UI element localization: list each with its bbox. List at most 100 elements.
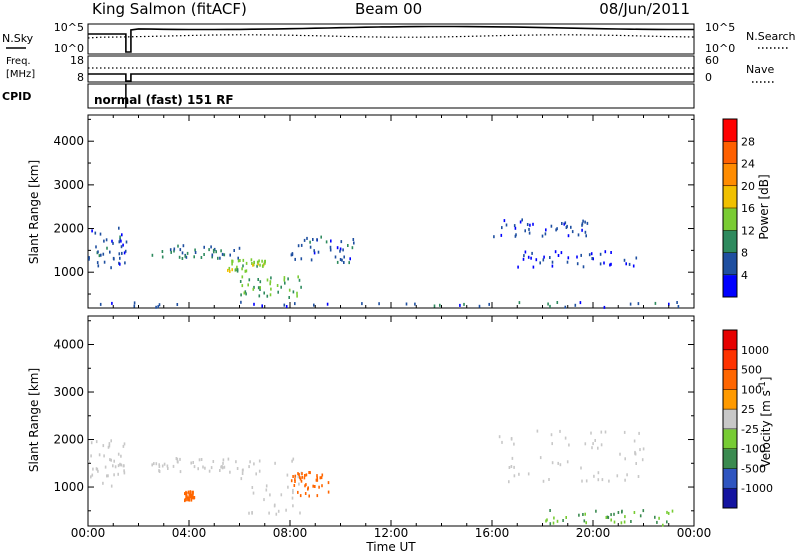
heatmap-cell — [253, 285, 255, 289]
heatmap-cell — [293, 484, 296, 487]
colorbar-swatch — [723, 230, 737, 253]
heatmap-cell — [236, 265, 238, 269]
heatmap-cell — [581, 222, 584, 226]
heatmap-cell — [104, 465, 107, 469]
heatmap-cell — [613, 512, 615, 516]
heatmap-cell — [123, 464, 125, 468]
heatmap-cell — [619, 452, 621, 456]
heatmap-cell — [298, 278, 301, 282]
heatmap-cell — [545, 519, 547, 523]
heatmap-cell — [263, 498, 265, 502]
heatmap-cell — [613, 520, 616, 524]
heatmap-cell — [238, 246, 241, 250]
heatmap-cell — [552, 521, 555, 525]
heatmap-cell — [514, 226, 517, 230]
heatmap-cell — [501, 440, 503, 444]
beam-title: Beam 00 — [355, 0, 422, 18]
colorbar-swatch — [723, 488, 737, 509]
heatmap-cell — [628, 262, 631, 266]
heatmap-cell — [593, 474, 595, 478]
heatmap-cell — [330, 239, 332, 243]
heatmap-cell — [178, 255, 181, 259]
heatmap-cell — [294, 302, 296, 306]
heatmap-cell — [229, 253, 231, 257]
heatmap-cell — [192, 461, 194, 464]
heatmap-cell — [342, 248, 344, 252]
heatmap-cell — [319, 476, 322, 480]
heatmap-cell — [133, 301, 136, 305]
heatmap-cell — [123, 251, 126, 255]
heatmap-cell — [503, 219, 506, 223]
heatmap-cell — [339, 249, 341, 253]
heatmap-cell — [610, 262, 612, 266]
heatmap-cell — [654, 515, 656, 519]
nsky-label: N.Sky — [2, 32, 34, 45]
heatmap-cell — [259, 286, 261, 290]
heatmap-cell — [528, 231, 531, 235]
heatmap-cell — [177, 244, 179, 248]
heatmap-cell — [170, 250, 172, 254]
velocity-cbar-label: Velocity [m s-1] — [758, 377, 773, 468]
y-tick-label: 2000 — [53, 433, 84, 447]
nsearch-curve — [87, 34, 695, 39]
heatmap-cell — [117, 452, 120, 456]
heatmap-cell — [292, 457, 295, 461]
heatmap-cell — [264, 259, 266, 263]
heatmap-cell — [304, 484, 306, 488]
heatmap-cell — [318, 485, 320, 489]
heatmap-cell — [190, 494, 192, 498]
heatmap-cell — [510, 437, 513, 441]
heatmap-cell — [597, 446, 599, 450]
heatmap-cell — [191, 490, 194, 494]
heatmap-cell — [151, 253, 154, 257]
heatmap-cell — [414, 302, 416, 306]
heatmap-cell — [257, 262, 259, 266]
heatmap-cell — [155, 305, 157, 309]
heatmap-cell — [161, 464, 164, 468]
heatmap-cell — [106, 246, 108, 250]
heatmap-cell — [294, 478, 296, 482]
heatmap-cell — [280, 285, 282, 289]
heatmap-cell — [303, 476, 306, 480]
heatmap-cell — [109, 250, 111, 254]
heatmap-cell — [551, 260, 554, 264]
heatmap-cell — [529, 223, 531, 227]
heatmap-cell — [513, 224, 516, 228]
heatmap-cell — [624, 478, 626, 482]
heatmap-cell — [312, 484, 314, 488]
heatmap-cell — [539, 456, 542, 460]
heatmap-cell — [315, 478, 318, 482]
heatmap-cell — [294, 480, 296, 483]
date-title: 08/Jun/2011 — [599, 0, 690, 18]
heatmap-cell — [187, 490, 190, 494]
heatmap-cell — [378, 302, 380, 306]
heatmap-cell — [531, 251, 533, 255]
heatmap-cell — [562, 519, 564, 522]
heatmap-cell — [210, 466, 213, 470]
heatmap-cell — [233, 249, 235, 252]
heatmap-cell — [513, 442, 515, 446]
heatmap-cell — [256, 260, 259, 264]
heatmap-cell — [98, 453, 101, 457]
heatmap-cell — [269, 280, 272, 284]
heatmap-cell — [247, 283, 249, 287]
heatmap-cell — [567, 234, 570, 238]
heatmap-cell — [200, 256, 203, 259]
heatmap-cell — [621, 509, 623, 513]
heatmap-cell — [609, 263, 611, 267]
heatmap-cell — [250, 258, 253, 262]
heatmap-cell — [95, 245, 97, 249]
heatmap-cell — [518, 301, 521, 305]
heatmap-cell — [600, 443, 603, 447]
heatmap-cell — [277, 290, 279, 294]
heatmap-cell — [563, 222, 565, 226]
heatmap-cell — [301, 472, 303, 476]
heatmap-cell — [259, 288, 261, 291]
heatmap-cell — [118, 252, 121, 256]
heatmap-cell — [550, 224, 553, 228]
heatmap-cell — [213, 247, 216, 251]
heatmap-cell — [301, 475, 303, 479]
heatmap-cell — [300, 257, 303, 261]
heatmap-cell — [248, 465, 250, 469]
